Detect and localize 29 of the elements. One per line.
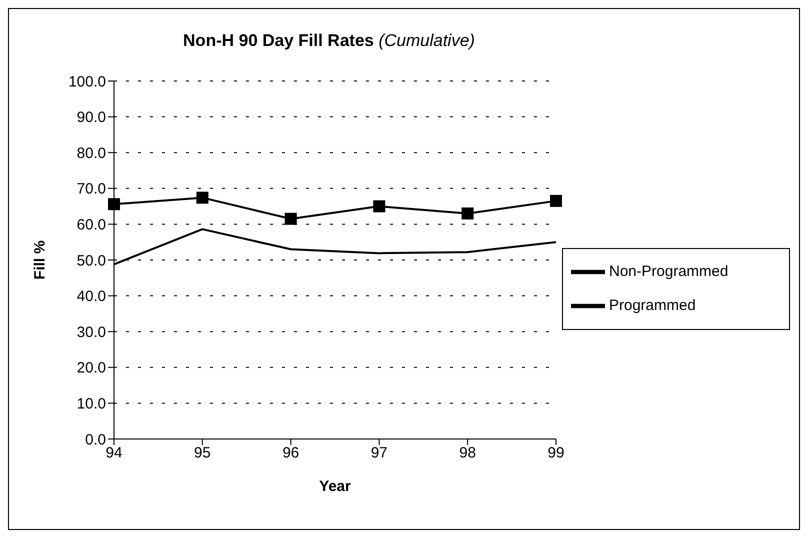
y-tick-label: 100.0 — [68, 73, 106, 90]
point — [462, 207, 474, 220]
legend-label: Non-Programmed — [609, 262, 728, 280]
y-tick-label: 30.0 — [76, 324, 106, 341]
point — [196, 192, 208, 204]
y-tick-label: 50.0 — [76, 252, 106, 270]
chart-subtitle: (Cumulative) — [378, 31, 475, 50]
x-axis-title: Year — [319, 478, 352, 495]
x-tick-label: 94 — [106, 444, 122, 462]
y-tick-label: 80.0 — [76, 144, 106, 162]
chart-title: Non-H 90 Day Fill Rates — [183, 31, 374, 50]
y-tick-label: 40.0 — [76, 288, 106, 306]
point — [373, 200, 386, 212]
legend-label: Programmed — [609, 296, 696, 314]
x-tick-label: 99 — [548, 444, 564, 462]
x-tick-label: 96 — [282, 444, 300, 462]
point — [550, 194, 562, 207]
x-tick-label: 95 — [194, 444, 211, 462]
y-tick-label: 60.0 — [76, 216, 106, 234]
x-tick-label: 97 — [370, 444, 388, 462]
y-tick-label: 20.0 — [76, 360, 106, 377]
x-tick-label: 98 — [459, 444, 476, 462]
point — [284, 212, 297, 225]
y-tick-label: 70.0 — [76, 180, 106, 198]
y-axis-title: Fill % — [31, 240, 48, 280]
point — [108, 198, 120, 210]
y-tick-label: 0.0 — [85, 431, 106, 448]
y-tick-label: 90.0 — [76, 109, 106, 126]
y-tick-label: 10.0 — [76, 396, 106, 413]
